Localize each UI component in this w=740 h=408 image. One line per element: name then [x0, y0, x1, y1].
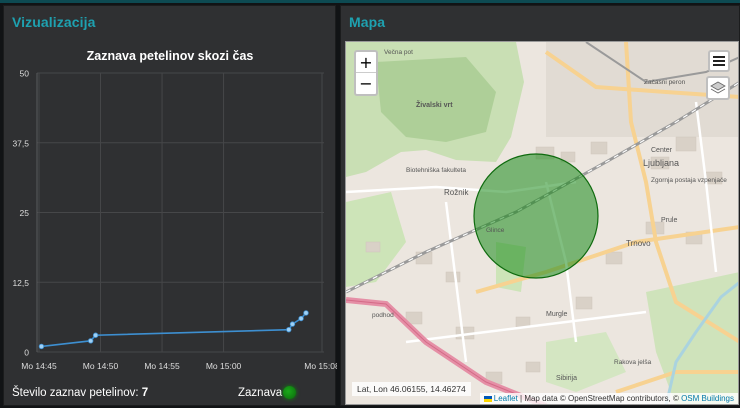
- map-panel: Mapa: [340, 5, 740, 406]
- data-point: [286, 326, 292, 333]
- zoom-in-button[interactable]: +: [356, 52, 376, 73]
- attribution-text: | Map data © OpenStreetMap contributors,…: [517, 394, 682, 403]
- y-tick-label: 50: [20, 69, 30, 79]
- data-point: [38, 343, 45, 350]
- map-label: Glince: [486, 227, 505, 234]
- zoom-control: + −: [354, 50, 378, 96]
- map-label: Murgle: [546, 311, 568, 318]
- map-label: Živalski vrt: [416, 100, 453, 109]
- ukraine-flag-icon: [483, 395, 492, 402]
- x-tick-label: Mo 15:00: [206, 361, 242, 371]
- visualization-panel: Vizualizacija Zaznava petelinov skozi ča…: [3, 5, 337, 406]
- map-label: Sibirija: [556, 375, 577, 382]
- map-label: Biotehniška fakulteta: [406, 167, 466, 174]
- x-tick-label: Mo 15:08: [304, 361, 337, 371]
- y-tick-label: 0: [24, 348, 29, 358]
- x-tick-label: Mo 14:45: [21, 361, 57, 371]
- map-label: podhod: [372, 312, 394, 319]
- map-label: Večna pot: [384, 49, 413, 56]
- layers-icon: [710, 81, 726, 94]
- map-attribution: Leaflet | Map data © OpenStreetMap contr…: [479, 393, 738, 404]
- leaflet-link[interactable]: Leaflet: [493, 394, 518, 403]
- detection-count-value: 7: [141, 387, 149, 399]
- map-label: Ljubljana: [643, 158, 679, 168]
- osm-buildings-link[interactable]: OSM Buildings: [681, 394, 734, 403]
- top-accent-bar: [0, 0, 740, 3]
- x-tick-label: Mo 14:55: [144, 361, 180, 371]
- data-point: [298, 315, 304, 322]
- detection-count-label: Število zaznav petelinov:: [12, 387, 139, 399]
- indicator-label: Zaznava: [238, 387, 283, 399]
- y-tick-label: 25: [20, 208, 30, 218]
- map-tiles[interactable]: Živalski vrt Biotehniška fakulteta Rožni…: [346, 42, 739, 405]
- map-label: Začasni peron: [644, 79, 686, 86]
- latlon-readout: Lat, Lon 46.06155, 14.46274: [352, 382, 471, 396]
- data-point: [87, 338, 94, 344]
- chart-title: Zaznava petelinov skozi čas: [87, 49, 254, 63]
- detection-count: Število zaznav petelinov: 7: [12, 387, 148, 399]
- menu-button[interactable]: [708, 50, 730, 72]
- series-line: [41, 312, 307, 348]
- panel-title: Vizualizacija: [12, 14, 96, 30]
- map-label: Center: [651, 147, 673, 154]
- map-label: Trnovo: [626, 239, 651, 248]
- data-point: [289, 321, 296, 327]
- data-point: [92, 332, 99, 338]
- data-point: [303, 310, 309, 316]
- detections-chart: Zaznava petelinov skozi čas 0 12,5 25 37,5 50…: [12, 49, 337, 371]
- map-label: Rožnik: [444, 188, 469, 197]
- leaflet-map[interactable]: Živalski vrt Biotehniška fakulteta Rožni…: [345, 41, 739, 405]
- y-tick-label: 12,5: [12, 278, 29, 288]
- detection-indicator-led: [283, 386, 296, 399]
- x-tick-label: Mo 14:50: [83, 361, 119, 371]
- layers-button[interactable]: [706, 76, 730, 100]
- hamburger-icon: [713, 56, 725, 66]
- zoom-out-button[interactable]: −: [359, 74, 373, 93]
- map-label: Zgornja postaja vzpenjače: [651, 177, 727, 184]
- map-label: Prule: [661, 217, 677, 224]
- y-tick-label: 37,5: [12, 138, 29, 148]
- panel-title: Mapa: [349, 14, 386, 30]
- map-label: Rakova jelša: [614, 359, 652, 366]
- detection-area-circle[interactable]: [473, 153, 599, 279]
